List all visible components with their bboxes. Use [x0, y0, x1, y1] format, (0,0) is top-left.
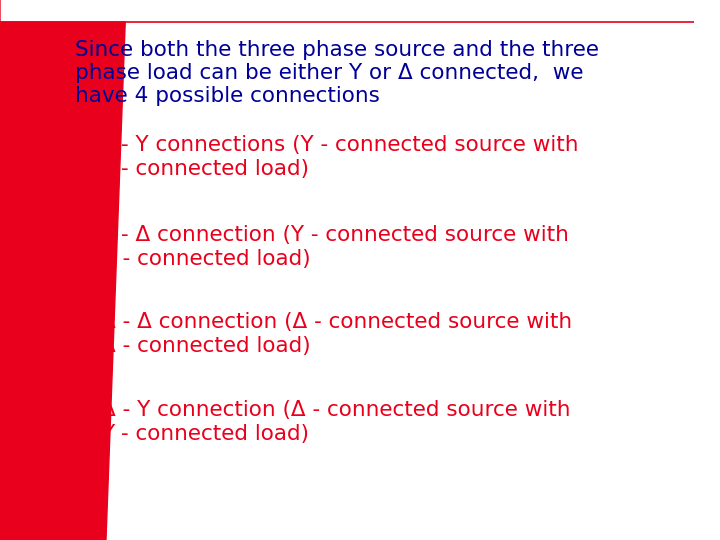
Text: 4.: 4. [69, 400, 90, 420]
Text: Δ - Y connection (Δ - connected source with: Δ - Y connection (Δ - connected source w… [101, 400, 571, 420]
Text: 2.: 2. [69, 225, 90, 245]
Polygon shape [0, 22, 125, 540]
Text: Δ - connected load): Δ - connected load) [101, 249, 311, 269]
Text: Y - Δ connection (Y - connected source with: Y - Δ connection (Y - connected source w… [101, 225, 569, 245]
Text: Δ - Δ connection (Δ - connected source with: Δ - Δ connection (Δ - connected source w… [101, 312, 572, 332]
Text: have 4 possible connections: have 4 possible connections [75, 86, 380, 106]
Text: phase load can be either Y or Δ connected,  we: phase load can be either Y or Δ connecte… [75, 63, 584, 83]
Text: Y - connected load): Y - connected load) [101, 159, 309, 179]
Text: 1.: 1. [69, 135, 90, 155]
Text: 3.: 3. [69, 312, 90, 332]
Text: Since both the three phase source and the three: Since both the three phase source and th… [75, 40, 599, 60]
Text: Y - Y connections (Y - connected source with: Y - Y connections (Y - connected source … [101, 135, 579, 155]
Text: Δ - connected load): Δ - connected load) [101, 336, 311, 356]
Text: Y - connected load): Y - connected load) [101, 424, 309, 444]
